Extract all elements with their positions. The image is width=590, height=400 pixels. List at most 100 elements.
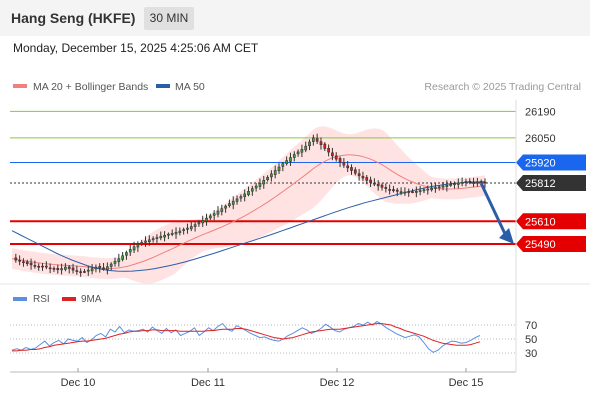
candle-body	[308, 141, 311, 147]
rsi-legend: RSI 9MA	[13, 294, 102, 305]
candle	[430, 183, 433, 192]
candle	[338, 156, 342, 168]
candle	[411, 188, 414, 194]
candle-body	[83, 271, 86, 273]
x-tick-label: Dec 15	[449, 377, 484, 389]
candle-body	[79, 271, 83, 273]
candle	[75, 265, 79, 275]
level-tag-25920: 25920	[516, 154, 586, 171]
candle	[71, 263, 75, 274]
candle	[155, 234, 159, 243]
candle	[327, 144, 330, 157]
instrument-title: Hang Seng (HKFE)	[11, 10, 136, 26]
candle-body	[44, 265, 48, 268]
level-tag-25490: 25490	[516, 236, 586, 252]
candle	[250, 185, 254, 196]
candle-body	[258, 183, 262, 187]
candle-body	[170, 233, 174, 235]
rsi-series-9ma	[12, 323, 481, 352]
candle	[464, 178, 468, 187]
candle-body	[159, 236, 163, 239]
candle	[128, 245, 132, 256]
candle-body	[37, 265, 41, 268]
level-label-25812: 25812	[525, 178, 556, 190]
key-level-labels: 26190 26050 25920 25812 25610 25490	[516, 106, 586, 252]
candle	[109, 262, 113, 271]
candle	[151, 236, 155, 243]
x-tick-label: Dec 10	[61, 377, 96, 389]
candle-body	[52, 268, 56, 270]
candle	[292, 151, 296, 162]
candle-body	[304, 145, 308, 151]
candle	[285, 156, 288, 166]
candle	[399, 187, 403, 196]
candle	[376, 180, 380, 191]
candle	[296, 149, 300, 157]
rsi-tick-70: 70	[525, 320, 537, 332]
candle-body	[353, 169, 357, 174]
candle-body	[64, 266, 67, 270]
candle	[193, 221, 197, 232]
candle	[395, 187, 399, 197]
candle-body	[285, 160, 288, 164]
candle-body	[418, 190, 422, 192]
candle	[319, 137, 323, 150]
candle-body	[403, 191, 407, 194]
candle-body	[380, 184, 384, 188]
candle-body	[132, 246, 136, 251]
candle	[300, 144, 304, 158]
candle-body	[197, 222, 201, 225]
candle	[121, 251, 124, 262]
level-label-26050: 26050	[525, 133, 556, 145]
candle	[426, 185, 430, 195]
candle-body	[128, 249, 132, 253]
candle-body	[361, 175, 365, 179]
candle-body	[292, 154, 296, 158]
candle-body	[422, 189, 426, 192]
candle-body	[414, 191, 418, 193]
candle	[189, 221, 193, 232]
candle	[449, 181, 453, 187]
candle	[60, 263, 63, 275]
candle	[247, 186, 250, 197]
candle	[273, 165, 277, 179]
candle	[331, 147, 334, 161]
candle-body	[117, 258, 121, 263]
candle-body	[224, 205, 227, 209]
candle-body	[476, 181, 479, 184]
candle	[365, 174, 369, 185]
candle-body	[270, 173, 273, 178]
candle	[407, 188, 411, 197]
candle-body	[178, 230, 182, 233]
candle-body	[464, 181, 468, 183]
candle-body	[369, 179, 372, 183]
candle	[37, 263, 41, 271]
candle	[476, 177, 479, 187]
candle-body	[453, 183, 456, 186]
candle	[403, 187, 407, 196]
candle	[163, 231, 166, 242]
legend-label-rsi: RSI	[33, 294, 50, 305]
candle-body	[189, 226, 193, 230]
candle-body	[296, 151, 300, 155]
timeframe-badge[interactable]: 30 MIN	[144, 7, 194, 30]
candle-body	[102, 267, 105, 270]
candle-body	[273, 170, 277, 175]
candle	[453, 181, 456, 189]
candle-body	[445, 184, 449, 187]
candle	[441, 181, 445, 191]
candle	[277, 163, 281, 174]
candle-body	[228, 203, 231, 207]
candle	[304, 141, 308, 153]
candle-body	[125, 252, 128, 256]
candle-body	[483, 181, 487, 184]
forecast-arrow	[479, 182, 514, 244]
candle-body	[167, 233, 170, 236]
candle-body	[109, 263, 113, 267]
candle-body	[376, 183, 380, 187]
candle	[239, 194, 243, 202]
chart-legend: MA 20 + Bollinger Bands MA 50 Research ©…	[13, 81, 581, 93]
candle-body	[193, 224, 197, 227]
candle-body	[384, 187, 388, 189]
candle	[125, 250, 128, 260]
